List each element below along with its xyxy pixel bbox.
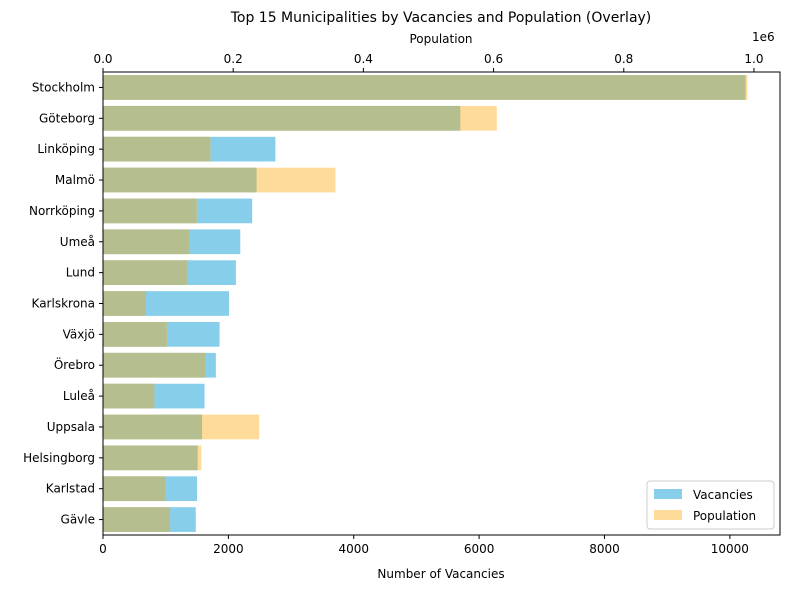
y-tick-label: Karlskrona: [32, 297, 95, 311]
x-tick-label: 4000: [338, 542, 369, 556]
bar-overlap: [103, 322, 167, 347]
bar-overlap: [103, 414, 203, 440]
y-tick-label: Göteborg: [39, 111, 95, 125]
x-tick-label: 6000: [464, 542, 495, 556]
bar-overlap: [103, 260, 188, 285]
y-tick-label: Norrköping: [29, 204, 95, 218]
bar-overlap: [103, 198, 197, 224]
bar-overlap: [103, 383, 155, 409]
bar-overlap: [103, 507, 171, 532]
y-tick-label: Helsingborg: [23, 451, 95, 465]
x-axis-label: Number of Vacancies: [377, 567, 504, 581]
top-axis-offset-label: 1e6: [752, 30, 775, 44]
y-tick-label: Uppsala: [47, 420, 95, 434]
y-tick-label: Örebro: [54, 356, 95, 372]
legend-label: Vacancies: [693, 488, 753, 502]
top-x-tick-label: 0.8: [614, 52, 633, 66]
legend-swatch: [654, 510, 682, 520]
x-tick-label: 2000: [213, 542, 244, 556]
bar-overlap: [103, 167, 257, 193]
bar-overlap: [103, 476, 166, 502]
bar-overlap: [103, 136, 211, 162]
x-tick-label: 10000: [711, 542, 749, 556]
legend-swatch: [654, 489, 682, 499]
top-x-tick-label: 0.4: [354, 52, 373, 66]
y-tick-label: Växjö: [63, 327, 95, 341]
legend: Vacancies Population: [646, 480, 775, 530]
top-x-tick-label: 1.0: [744, 52, 763, 66]
y-tick-label: Luleå: [63, 389, 95, 403]
y-tick-label: Malmö: [55, 173, 95, 187]
top-x-tick-label: 0.6: [484, 52, 503, 66]
y-tick-label: Stockholm: [32, 80, 95, 94]
x-tick-label: 0: [99, 542, 107, 556]
y-tick-label: Linköping: [37, 142, 95, 156]
y-tick-label: Lund: [66, 266, 95, 280]
axes-layer: Stockholm Göteborg Linköping Malmö Norrköpin…: [23, 52, 781, 556]
y-tick-label: Karlstad: [46, 482, 95, 496]
y-tick-label: Gävle: [61, 513, 95, 527]
bar-overlap: [103, 229, 190, 255]
chart-title: Top 15 Municipalities by Vacancies and P…: [230, 10, 652, 26]
top-x-tick-label: 0.0: [93, 52, 112, 66]
x-tick-label: 8000: [589, 542, 620, 556]
bar-overlap: [103, 75, 746, 100]
plot-frame: [102, 71, 781, 536]
bar-overlap: [103, 352, 206, 378]
top-x-tick-label: 0.2: [224, 52, 243, 66]
legend-label: Population: [693, 509, 756, 523]
top-axis-label: Population: [409, 32, 472, 46]
bar-overlap: [103, 105, 461, 131]
bar-overlap: [103, 291, 146, 316]
bars-layer: [103, 75, 748, 532]
bar-overlap: [103, 445, 198, 471]
y-tick-label: Umeå: [60, 235, 95, 249]
